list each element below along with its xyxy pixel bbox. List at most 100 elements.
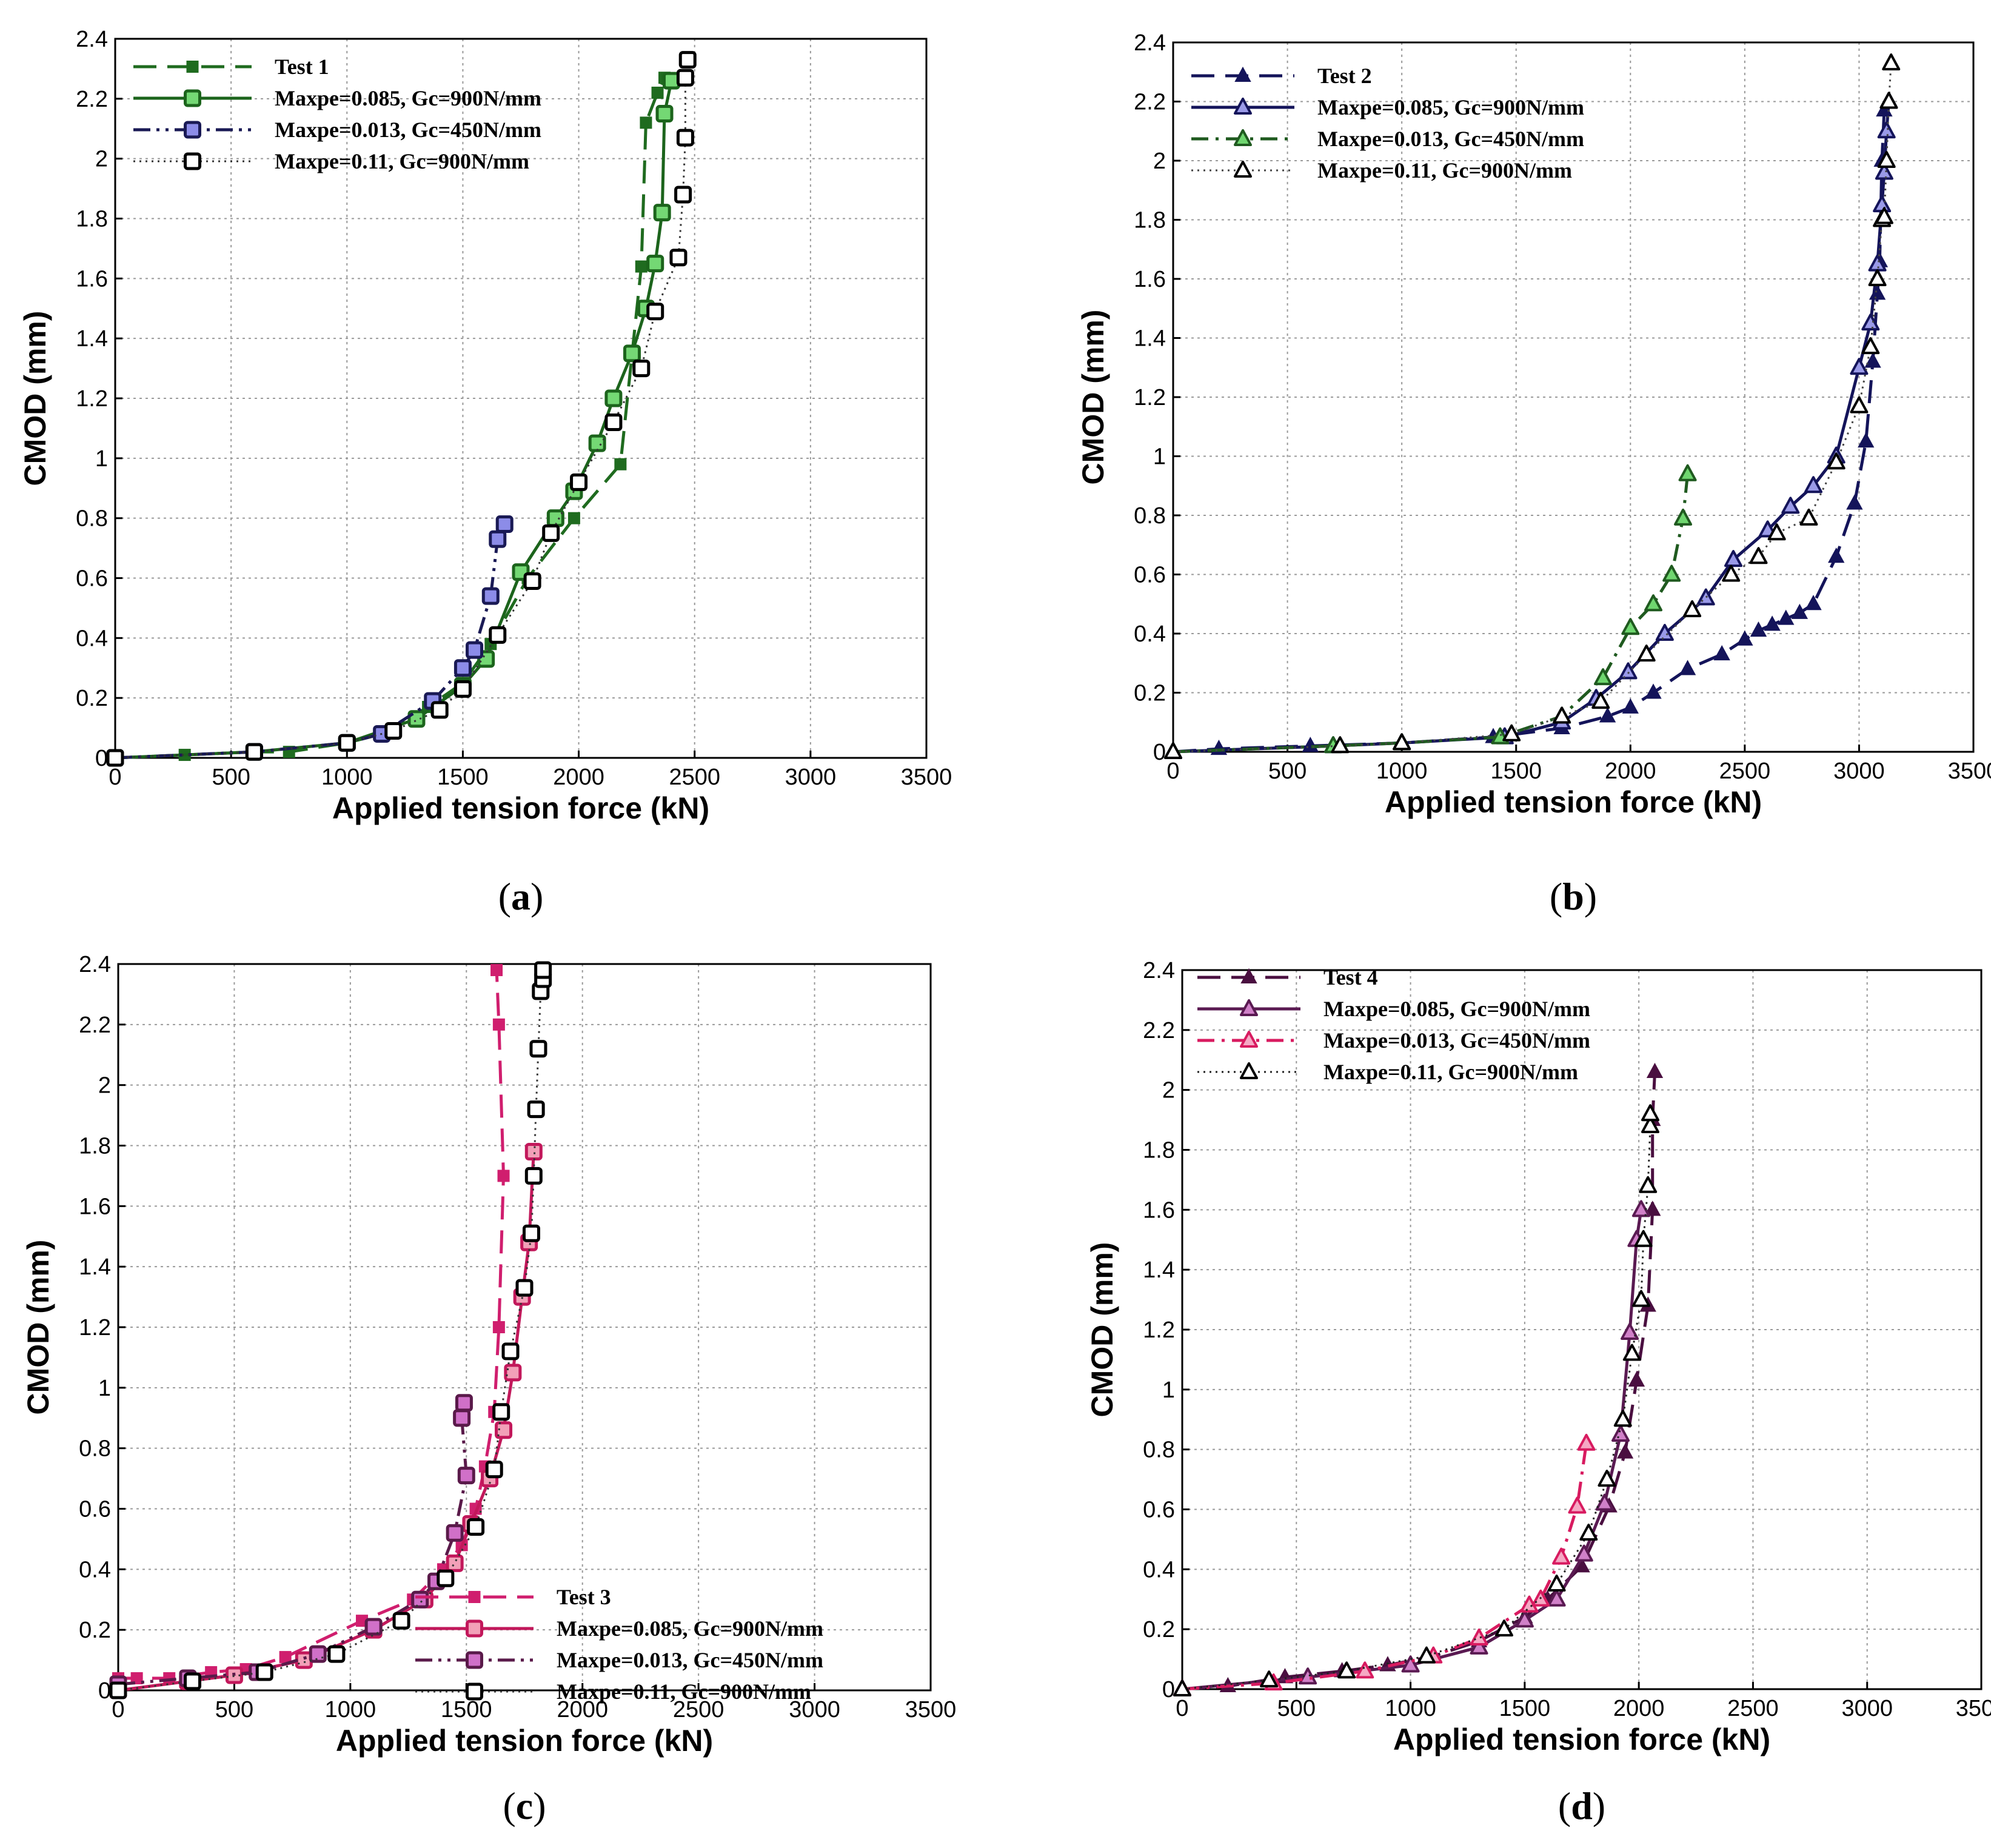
y-tick-label: 1.8 <box>76 207 108 232</box>
data-point <box>1879 92 1898 109</box>
x-tick-label: 2000 <box>553 765 604 790</box>
data-point <box>437 1569 455 1587</box>
y-tick-label: 0.4 <box>79 1557 111 1582</box>
x-axis-title: Applied tension force (kN) <box>1385 785 1762 819</box>
data-point <box>446 1554 464 1572</box>
y-tick-label: 0.8 <box>76 506 108 532</box>
x-tick-label: 2000 <box>557 1697 608 1722</box>
data-point <box>1736 630 1753 646</box>
y-tick-label: 0 <box>95 746 108 771</box>
data-point <box>1611 1424 1630 1442</box>
y-tick-label: 0.6 <box>76 566 108 592</box>
data-point <box>1595 1493 1614 1511</box>
data-point <box>635 260 647 273</box>
data-point <box>524 1167 543 1185</box>
x-tick-label: 3500 <box>901 765 952 790</box>
y-tick-label: 0.4 <box>1143 1557 1175 1582</box>
x-tick-label: 0 <box>1166 758 1179 784</box>
data-point <box>1393 733 1411 751</box>
legend-entry: Test 4 <box>1323 965 1378 989</box>
data-point <box>542 524 560 542</box>
data-point <box>1875 207 1893 224</box>
series-line <box>118 970 544 1692</box>
y-tick-label: 0.8 <box>1134 503 1166 529</box>
data-point <box>1553 706 1571 724</box>
data-point <box>327 1645 346 1663</box>
data-point <box>1260 1670 1279 1688</box>
data-point <box>1622 1344 1641 1361</box>
y-tick-label: 1 <box>1162 1378 1175 1403</box>
data-point <box>524 1142 543 1160</box>
y-tick-label: 0.8 <box>79 1436 111 1462</box>
x-tick-label: 1500 <box>1490 758 1542 784</box>
y-tick-label: 1.2 <box>79 1315 111 1341</box>
legend-entry: Maxpe=0.085, Gc=900N/mm <box>557 1616 823 1641</box>
data-point <box>632 360 651 378</box>
y-tick-label: 1.6 <box>79 1194 111 1219</box>
y-tick-label: 0.6 <box>1134 563 1166 588</box>
data-point <box>1616 1443 1634 1459</box>
data-point <box>1791 603 1809 619</box>
data-point <box>1641 1104 1659 1122</box>
x-tick-label: 1500 <box>441 1697 492 1722</box>
data-point <box>1613 1410 1632 1427</box>
legend: Test 3 Maxpe=0.085, Gc=900N/mm Maxpe=0.013… <box>415 1585 823 1704</box>
series-line <box>118 1402 468 1686</box>
data-point <box>1764 615 1781 631</box>
legend-entry: Maxpe=0.085, Gc=900N/mm <box>275 86 541 110</box>
data-point <box>392 1612 410 1630</box>
y-tick-label: 0.4 <box>1134 621 1166 647</box>
data-point <box>492 1403 510 1421</box>
legend-marker <box>466 1651 483 1669</box>
data-point <box>384 722 403 740</box>
data-point <box>1655 624 1674 641</box>
legend-entry: Maxpe=0.013, Gc=450N/mm <box>1323 1028 1590 1053</box>
data-point <box>1599 707 1616 723</box>
data-point <box>1547 1589 1566 1607</box>
y-tick-label: 1.2 <box>76 386 108 412</box>
data-point <box>676 69 694 87</box>
legend-marker <box>1240 999 1258 1016</box>
x-axis-title: Applied tension force (kN) <box>332 791 709 825</box>
data-point <box>457 1467 475 1485</box>
x-tick-label: 2500 <box>1727 1696 1779 1721</box>
data-point <box>1337 1661 1356 1679</box>
data-point <box>497 1170 510 1182</box>
y-axis-title: CMOD (mm) <box>21 1240 55 1415</box>
series-line <box>1182 1209 1643 1691</box>
y-tick-label: 2.4 <box>1134 30 1166 56</box>
data-point <box>1645 683 1662 699</box>
x-tick-label: 3000 <box>1833 758 1885 784</box>
y-tick-label: 0.8 <box>1143 1438 1175 1463</box>
data-point <box>1875 162 1893 180</box>
x-tick-label: 500 <box>212 765 250 790</box>
data-point <box>1868 269 1887 286</box>
data-point <box>1828 547 1845 563</box>
y-tick-label: 1.8 <box>79 1134 111 1159</box>
data-point <box>1882 53 1901 71</box>
y-tick-label: 0.2 <box>1134 681 1166 706</box>
x-tick-label: 3000 <box>785 765 837 790</box>
data-point <box>1631 1200 1650 1217</box>
data-point <box>1164 742 1182 759</box>
data-point <box>1827 452 1845 470</box>
x-tick-label: 0 <box>112 1697 124 1722</box>
data-point <box>1767 523 1786 541</box>
data-point <box>1621 618 1640 635</box>
data-point <box>130 1672 143 1685</box>
data-point <box>1594 668 1613 686</box>
data-point <box>669 249 688 267</box>
x-axis-title: Applied tension force (kN) <box>336 1724 713 1758</box>
y-tick-label: 2 <box>95 147 108 172</box>
data-point <box>1877 151 1896 168</box>
data-point <box>1173 1679 1191 1696</box>
data-point <box>588 434 606 452</box>
data-point <box>614 458 627 470</box>
series-2 <box>1164 92 1898 759</box>
data-point <box>430 701 449 719</box>
data-point <box>279 1651 292 1664</box>
legend-marker <box>1240 968 1257 983</box>
data-point <box>1850 396 1869 413</box>
data-point <box>523 572 541 590</box>
x-tick-label: 1500 <box>1499 1696 1551 1721</box>
